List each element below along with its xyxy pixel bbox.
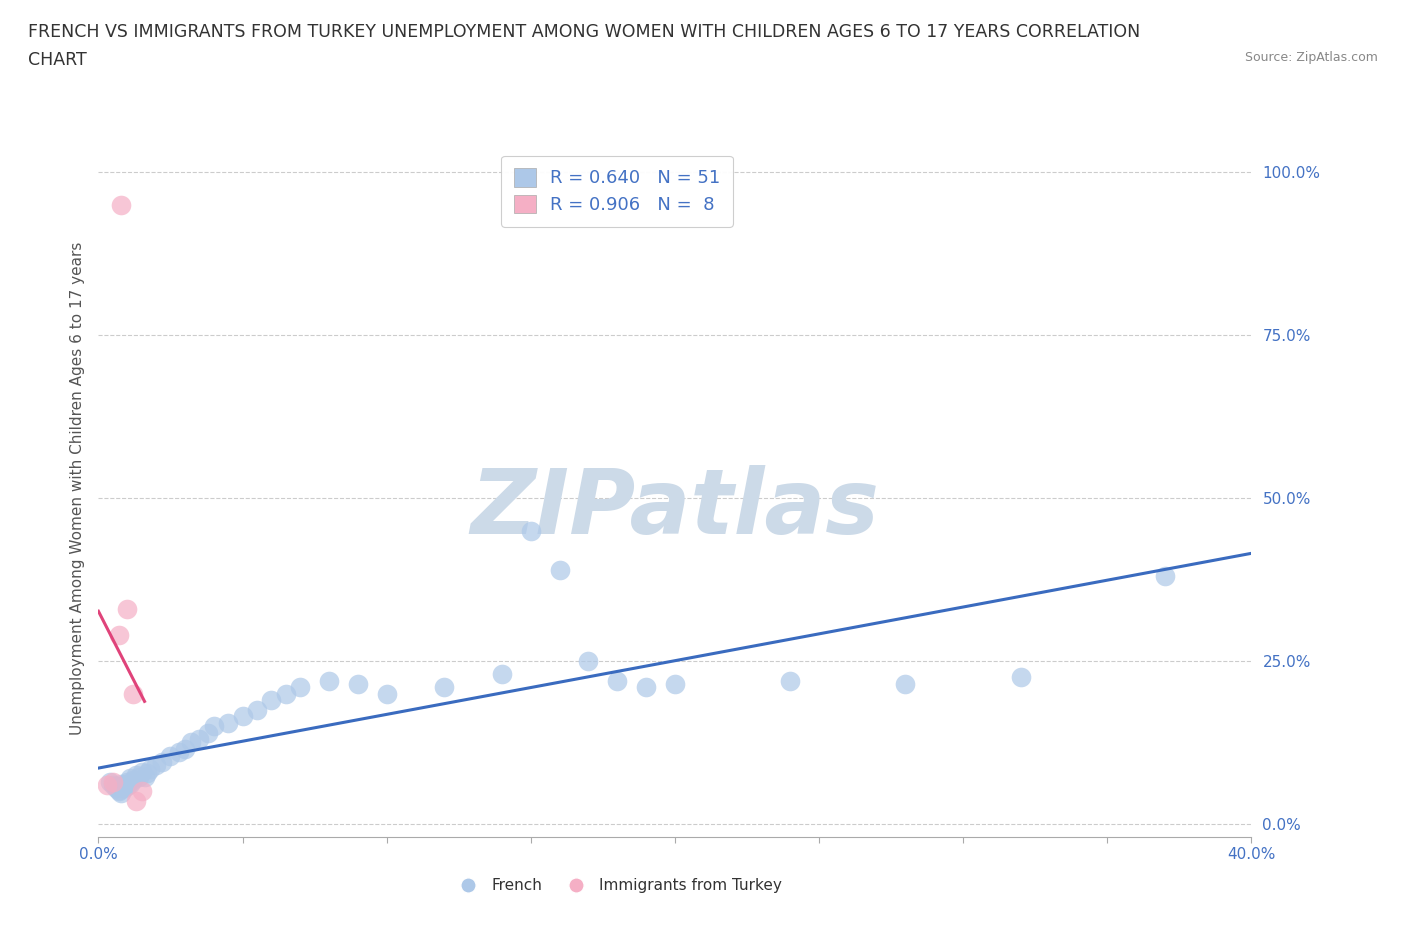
Point [136, 765, 159, 780]
Point [664, 676, 686, 691]
Point [150, 754, 173, 769]
Point [131, 764, 153, 779]
Point [145, 758, 167, 773]
Point [636, 680, 658, 695]
Point [117, 602, 138, 617]
Point [122, 772, 145, 787]
Point [274, 686, 297, 701]
Point [117, 774, 138, 789]
Point [125, 767, 148, 782]
Point [231, 709, 254, 724]
Point [202, 719, 225, 734]
Point [1153, 569, 1175, 584]
Point [112, 780, 135, 795]
Point [346, 676, 368, 691]
Point [174, 741, 197, 756]
Point [520, 524, 543, 538]
Text: FRENCH VS IMMIGRANTS FROM TURKEY UNEMPLOYMENT AMONG WOMEN WITH CHILDREN AGES 6 T: FRENCH VS IMMIGRANTS FROM TURKEY UNEMPLO… [28, 23, 1140, 41]
Point [188, 732, 211, 747]
Point [290, 680, 312, 695]
Point [107, 628, 129, 643]
Point [110, 197, 132, 212]
Point [433, 680, 456, 695]
Point [112, 777, 135, 792]
Point [491, 667, 513, 682]
Point [779, 673, 801, 688]
Point [1010, 670, 1032, 684]
Point [120, 771, 142, 786]
Point [197, 725, 219, 740]
Point [246, 702, 269, 717]
Point [375, 686, 398, 701]
Point [110, 777, 132, 791]
Point [548, 563, 571, 578]
Point [578, 654, 600, 669]
Point [159, 748, 181, 763]
Point [260, 693, 283, 708]
Point [117, 778, 138, 793]
Text: Source: ZipAtlas.com: Source: ZipAtlas.com [1244, 51, 1378, 64]
Point [128, 770, 150, 785]
Point [125, 793, 148, 808]
Point [122, 686, 145, 701]
Point [134, 770, 156, 785]
Point [131, 784, 153, 799]
Point [217, 715, 239, 730]
Point [107, 784, 129, 799]
Point [606, 673, 628, 688]
Point [98, 774, 121, 789]
Point [107, 783, 129, 798]
Point [318, 673, 340, 688]
Point [110, 785, 132, 800]
Text: CHART: CHART [28, 51, 87, 69]
Text: ZIPatlas: ZIPatlas [471, 465, 879, 553]
Point [139, 761, 162, 776]
Point [104, 780, 127, 795]
Legend: French, Immigrants from Turkey: French, Immigrants from Turkey [447, 872, 787, 899]
Point [101, 774, 124, 789]
Point [180, 735, 202, 750]
Point [120, 777, 142, 791]
Point [104, 778, 127, 793]
Point [894, 676, 917, 691]
Point [96, 777, 118, 792]
Point [101, 777, 124, 792]
Y-axis label: Unemployment Among Women with Children Ages 6 to 17 years: Unemployment Among Women with Children A… [69, 242, 84, 735]
Point [167, 745, 190, 760]
